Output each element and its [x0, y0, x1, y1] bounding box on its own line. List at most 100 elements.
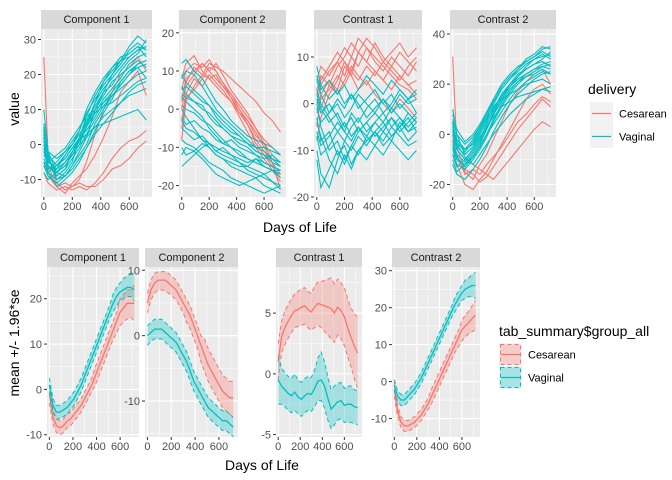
bottom-panel-4-title: Contrast 2 [411, 252, 462, 264]
bottom-panel-4-background [392, 267, 480, 437]
line-vaginal-8 [452, 63, 551, 151]
top-legend-title: delivery [588, 81, 636, 97]
line-vaginal-17 [43, 87, 147, 170]
line-vaginal-8 [316, 122, 417, 175]
lower-bound-cesarean [146, 289, 234, 418]
lower-bound-cesarean [393, 329, 476, 432]
top-panel-2-strip [179, 10, 286, 29]
legend-label-cesarean: Cesarean [619, 109, 667, 121]
y-tick-label: 10 [162, 66, 174, 78]
x-tick-label: 400 [186, 441, 204, 453]
y-tick-label: -10 [371, 414, 387, 426]
upper-bound-vaginal [393, 272, 476, 395]
bottom-y-axis-title: mean +/- 1.96*se [6, 289, 22, 396]
line-cesarean-7 [181, 62, 281, 133]
y-tick-label: -10 [20, 175, 36, 187]
line-vaginal-12 [43, 63, 147, 177]
x-tick-label: 0 [450, 201, 456, 213]
y-tick-label: 0 [381, 377, 387, 389]
x-tick-label: 400 [92, 201, 110, 213]
bottom-panel-2-grid [145, 267, 238, 437]
line-vaginal-15 [181, 120, 281, 171]
ribbon-vaginal [394, 272, 476, 406]
lower-bound-vaginal [147, 338, 234, 437]
y-tick-label: -5 [261, 430, 271, 442]
ribbon-vaginal [49, 271, 135, 419]
bottom-panel-3-data [277, 277, 359, 430]
bottom-panel-1-background [47, 267, 139, 437]
top-panel-4-data [452, 45, 552, 191]
line-vaginal-15 [43, 35, 147, 181]
ribbon-cesarean [278, 277, 358, 389]
ribbon-cesarean [49, 285, 135, 435]
y-tick-label: 20 [162, 28, 174, 40]
upper-bound-vaginal [277, 350, 358, 392]
lower-bound-cesarean [48, 316, 135, 436]
line-vaginal-6 [181, 70, 281, 164]
line-cesarean-5 [316, 37, 417, 100]
bottom-panel-2-title: Component 2 [158, 252, 224, 264]
mean-line-vaginal [277, 379, 358, 411]
y-tick-label: 0 [303, 99, 309, 111]
top-panel-3-title: Contrast 1 [343, 14, 394, 26]
line-vaginal-3 [181, 147, 281, 194]
y-tick-label: 30 [375, 266, 387, 278]
y-tick-label: 20 [375, 303, 387, 315]
y-tick-label: 10 [30, 339, 42, 351]
y-tick-label: 10 [24, 105, 36, 117]
x-tick-label: 0 [41, 201, 47, 213]
line-vaginal-10 [452, 68, 551, 156]
x-tick-label: 600 [255, 201, 273, 213]
x-tick-label: 400 [87, 441, 105, 453]
bottom-panel-1-title: Component 1 [60, 252, 126, 264]
bottom-panel-4-data [393, 272, 476, 432]
y-tick-label: 0 [265, 369, 271, 381]
y-tick-label: -20 [158, 181, 174, 193]
top-panel-2: Component 2 0 200 400 600 -20 -10 0 10 20 [158, 10, 286, 213]
upper-bound-cesarean [277, 277, 359, 344]
mean-line-cesarean [48, 302, 135, 429]
line-cesarean-8 [181, 66, 281, 179]
mean-line-vaginal [393, 284, 476, 401]
line-cesarean-7 [316, 37, 417, 142]
line-vaginal-6 [316, 88, 417, 147]
top-panel-4: Contrast 2 0 200 400 600 -20 0 20 40 [429, 10, 556, 213]
x-tick-label: 200 [471, 201, 489, 213]
top-panel-3-strip [314, 10, 422, 29]
line-vaginal-14 [181, 74, 281, 167]
top-x-axis-title: Days of Life [263, 219, 337, 235]
bottom-panel-3-strip [276, 248, 362, 267]
x-tick-label: 0 [144, 441, 150, 453]
mean-line-cesarean [146, 279, 234, 399]
line-cesarean-6 [316, 65, 417, 110]
y-tick-label: 10 [375, 340, 387, 352]
bottom-legend-title: tab_summary$group_all [499, 323, 649, 339]
y-tick-label: 0 [168, 104, 174, 116]
line-vaginal-9 [316, 89, 417, 142]
bottom-panel-2-strip [145, 248, 238, 267]
top-panel-1-strip [41, 10, 152, 29]
legend-label-vaginal: Vaginal [528, 373, 564, 385]
bottom-panel-4: Contrast 2 0 200 400 600 -10 0 10 20 30 [371, 248, 480, 453]
y-tick-label: 20 [433, 79, 445, 91]
bottom-panel-3-background [276, 267, 362, 437]
line-vaginal-7 [181, 116, 281, 164]
line-cesarean-6 [181, 74, 281, 164]
top-y-axis-title: value [6, 92, 22, 126]
line-vaginal-15 [452, 46, 551, 153]
top-legend: Cesarean Vaginal [590, 102, 667, 148]
line-cesarean-3 [181, 73, 281, 183]
mean-line-cesarean [277, 302, 359, 362]
x-tick-label: 0 [314, 201, 320, 213]
top-chart: Component 10 200 400 600-100102030Component… [20, 10, 667, 213]
line-vaginal-12 [316, 74, 417, 101]
ribbon-vaginal [278, 352, 358, 429]
x-tick-label: 200 [335, 201, 353, 213]
y-tick-label: -20 [429, 179, 445, 191]
upper-bound-cesarean [146, 271, 234, 382]
top-panel-1-data [43, 35, 147, 195]
x-tick-label: 600 [111, 441, 129, 453]
y-tick-label: 10 [128, 265, 140, 277]
x-tick-label: 600 [335, 441, 353, 453]
